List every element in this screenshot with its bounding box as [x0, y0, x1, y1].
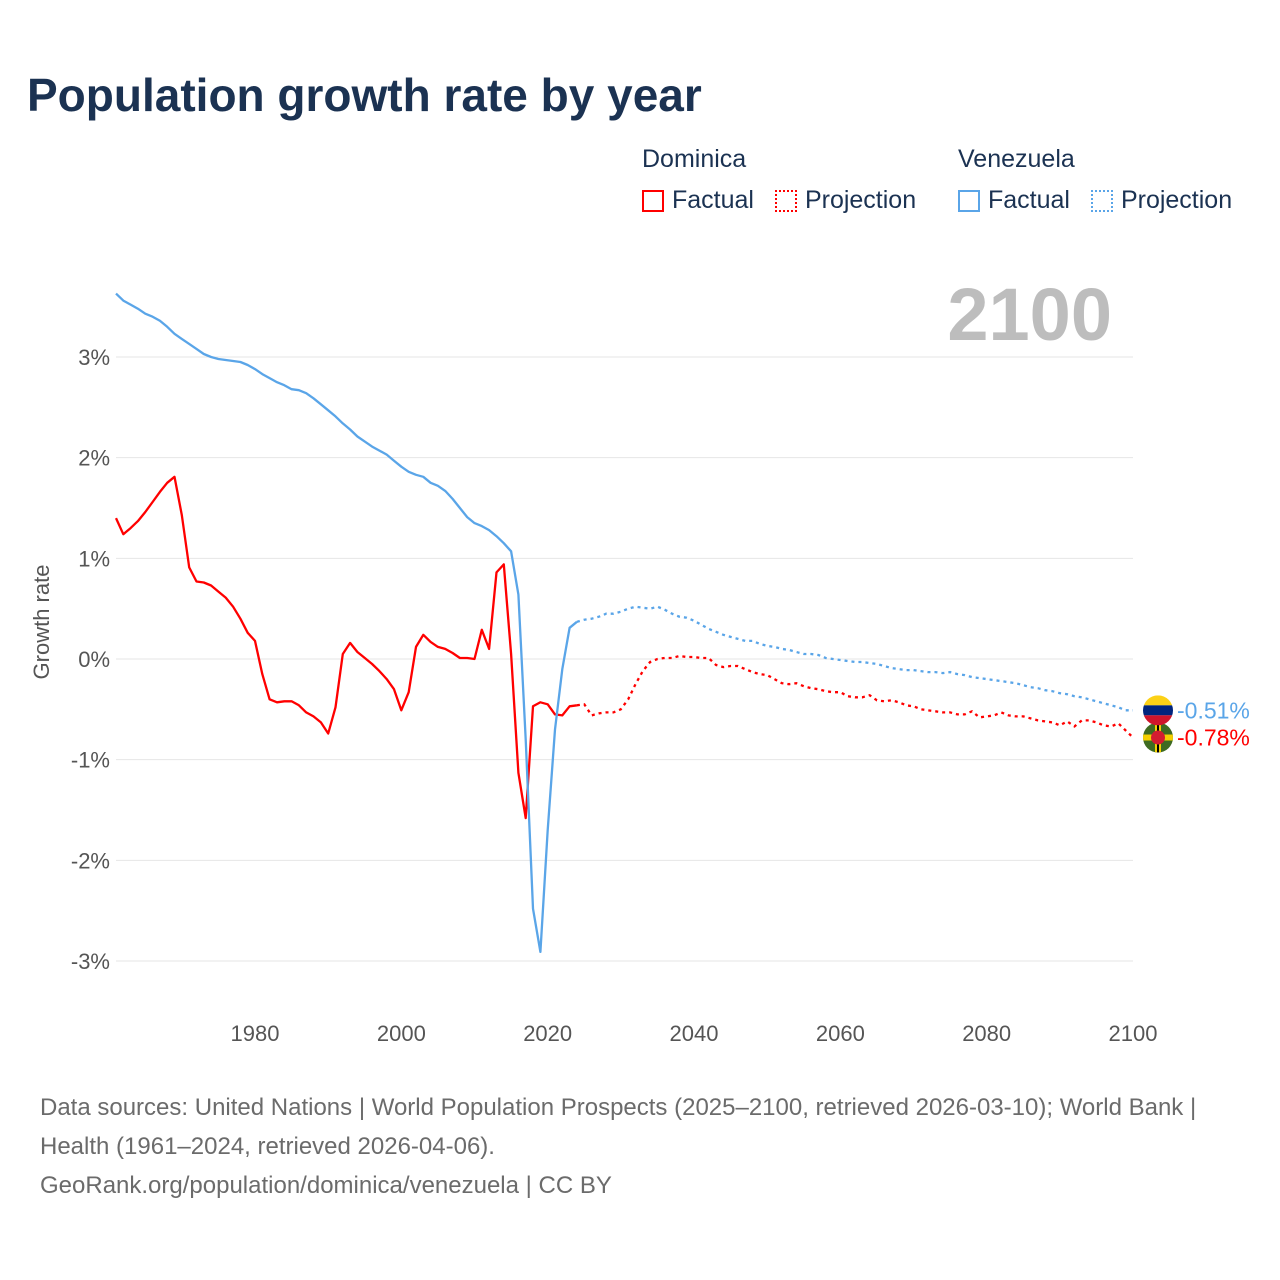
current-year-label: 2100 [947, 273, 1112, 356]
legend-swatch-solid [958, 189, 980, 212]
x-tick-label: 1980 [231, 1021, 280, 1046]
dominica-end-value-label: -0.78% [1177, 725, 1250, 751]
footer: Data sources: United Nations | World Pop… [40, 1088, 1240, 1205]
x-tick-label: 2040 [670, 1021, 719, 1046]
venezuela-factual-line [115, 292, 578, 954]
y-tick-label: 1% [78, 546, 110, 571]
y-tick-label: -1% [71, 748, 110, 773]
legend-label: Projection [804, 186, 917, 214]
legend-group-venezuela: Venezuela Factual Projection [958, 145, 1232, 219]
data-sources: Data sources: United Nations | World Pop… [40, 1094, 1197, 1160]
y-tick-label: 2% [78, 446, 110, 471]
dominica-factual-line [114, 475, 578, 820]
legend-item-venezuela-factual[interactable]: Factual [958, 186, 1070, 215]
legend-label: Factual [988, 186, 1070, 214]
y-tick-label: 3% [78, 345, 110, 370]
x-tick-label: 2080 [962, 1021, 1011, 1046]
legend-item-dominica-factual[interactable]: Factual [642, 186, 754, 215]
x-tick-label: 2100 [1109, 1021, 1158, 1046]
legend-item-dominica-projection[interactable]: Projection [774, 186, 917, 215]
legend-group-dominica: Dominica Factual Projection [642, 145, 930, 219]
legend-group-name: Venezuela [958, 145, 1075, 173]
legend-label: Factual [672, 186, 754, 214]
y-tick-label: 0% [78, 647, 110, 672]
x-tick-label: 2000 [377, 1021, 426, 1046]
chart-title: Population growth rate by year [27, 69, 702, 121]
y-tick-label: -3% [71, 949, 110, 974]
legend-swatch-solid [642, 189, 664, 212]
dominica-flag-icon [1143, 722, 1173, 753]
legend-swatch-dotted [774, 189, 797, 212]
venezuela-projection-line [576, 605, 1133, 712]
legend-item-venezuela-projection[interactable]: Projection [1090, 186, 1233, 215]
credit-link[interactable]: GeoRank.org/population/dominica/venezuel… [40, 1172, 612, 1199]
legend-label: Projection [1120, 186, 1233, 214]
legend-group-name: Dominica [642, 145, 747, 173]
venezuela-flag-icon [1143, 695, 1173, 726]
y-tick-label: -2% [71, 848, 110, 873]
venezuela-end-value-label: -0.51% [1177, 697, 1250, 723]
dominica-projection-line [576, 654, 1134, 739]
x-tick-label: 2060 [816, 1021, 865, 1046]
x-tick-label: 2020 [523, 1021, 572, 1046]
legend-swatch-dotted [1090, 189, 1113, 212]
